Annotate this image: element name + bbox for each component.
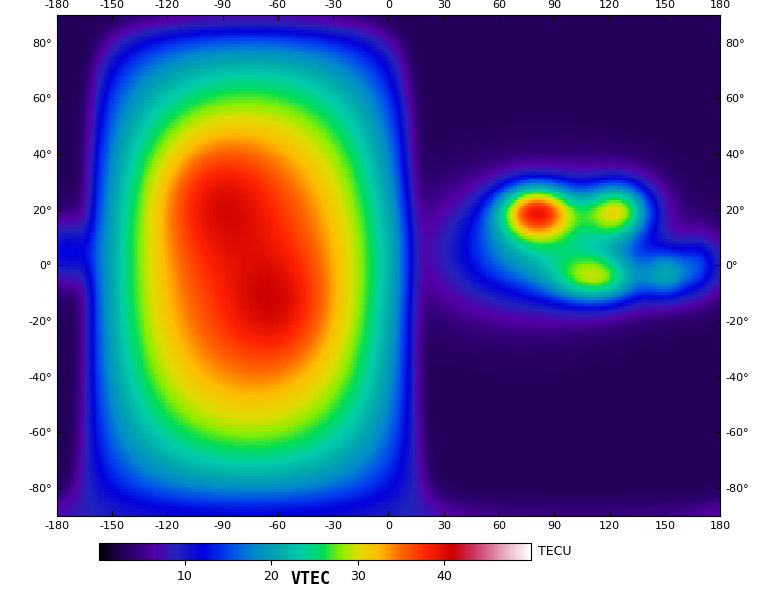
Text: TECU: TECU [538, 545, 572, 558]
Text: VTEC: VTEC [291, 570, 330, 588]
